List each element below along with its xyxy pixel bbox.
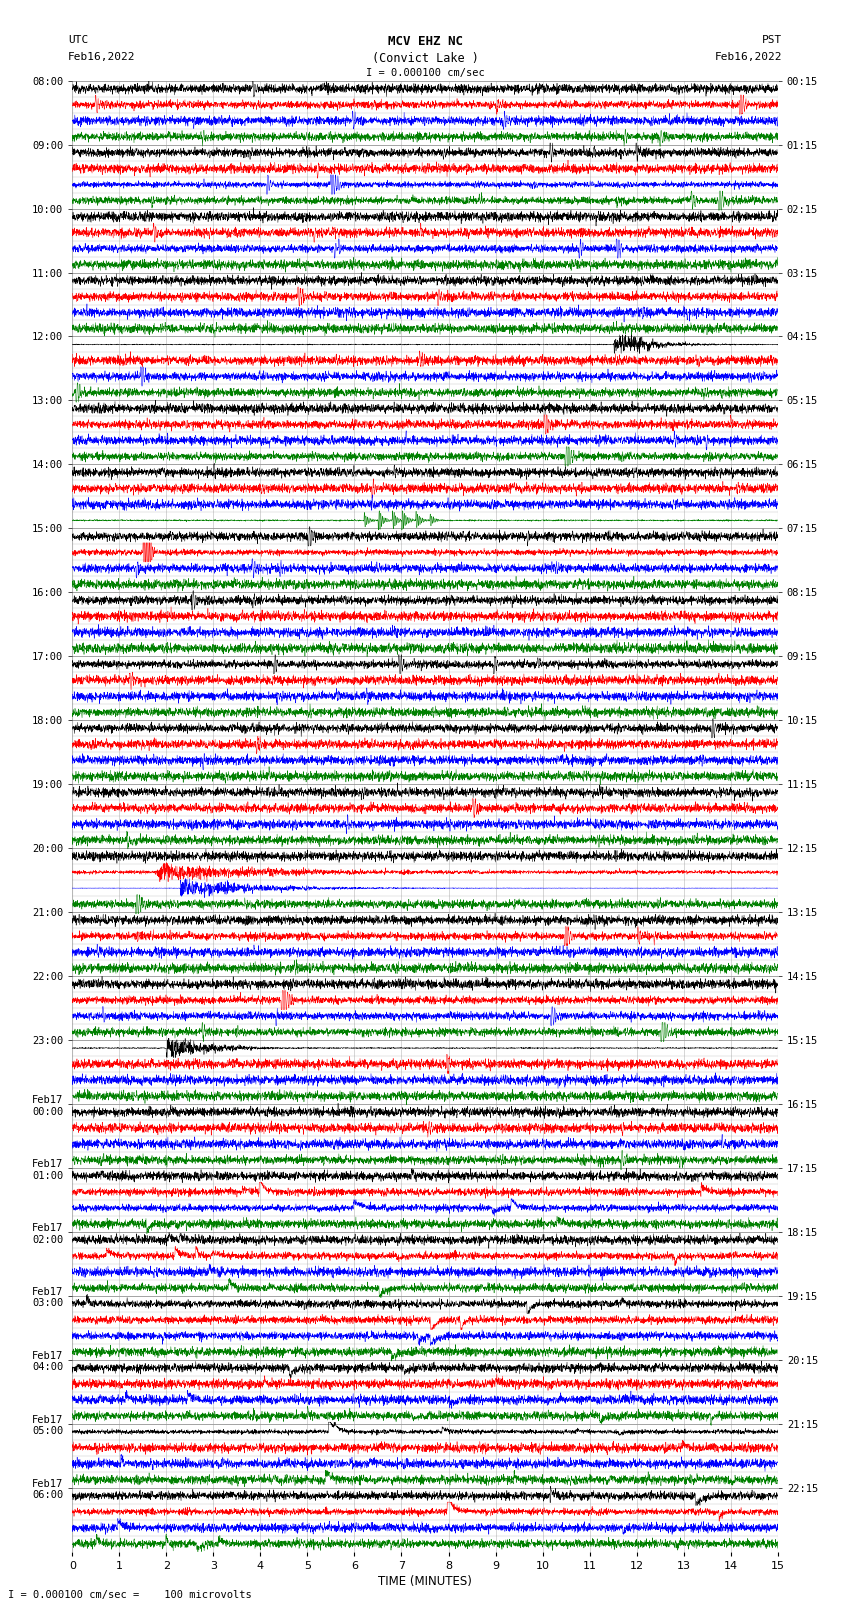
- Text: Feb16,2022: Feb16,2022: [68, 52, 135, 61]
- Text: I = 0.000100 cm/sec: I = 0.000100 cm/sec: [366, 68, 484, 77]
- Text: (Convict Lake ): (Convict Lake ): [371, 52, 479, 65]
- X-axis label: TIME (MINUTES): TIME (MINUTES): [378, 1574, 472, 1587]
- Text: Feb16,2022: Feb16,2022: [715, 52, 782, 61]
- Text: I = 0.000100 cm/sec =    100 microvolts: I = 0.000100 cm/sec = 100 microvolts: [8, 1590, 252, 1600]
- Text: MCV EHZ NC: MCV EHZ NC: [388, 35, 462, 48]
- Text: UTC: UTC: [68, 35, 88, 45]
- Text: PST: PST: [762, 35, 782, 45]
